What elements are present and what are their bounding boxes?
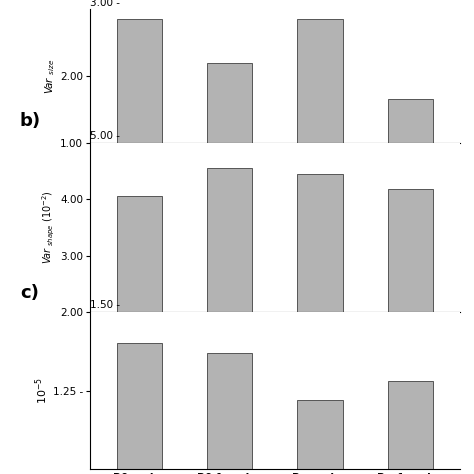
Text: 3.00 -: 3.00 -	[90, 0, 120, 8]
Bar	[207, 168, 252, 425]
Bar	[117, 344, 162, 474]
Y-axis label: $10^{-5}$: $10^{-5}$	[34, 377, 50, 404]
Y-axis label: $\mathit{V\!ar}$ $_{\mathit{size}}$: $\mathit{V\!ar}$ $_{\mathit{size}}$	[44, 58, 57, 94]
Text: c): c)	[20, 283, 39, 301]
Bar	[388, 189, 433, 425]
Bar	[117, 19, 162, 209]
Bar	[298, 400, 343, 474]
Bar	[388, 381, 433, 474]
Bar	[117, 196, 162, 425]
Text: 5.00 -: 5.00 -	[90, 131, 120, 141]
Text: b): b)	[20, 112, 41, 130]
Bar	[207, 353, 252, 474]
Y-axis label: $\mathit{V\!ar}$ $_{\mathit{shape}}$ $(10^{-2})$: $\mathit{V\!ar}$ $_{\mathit{shape}}$ $(1…	[41, 191, 57, 264]
Text: 1.50 -: 1.50 -	[90, 301, 120, 310]
Bar	[207, 63, 252, 209]
Bar	[298, 19, 343, 209]
Bar	[298, 173, 343, 425]
Bar	[388, 100, 433, 209]
